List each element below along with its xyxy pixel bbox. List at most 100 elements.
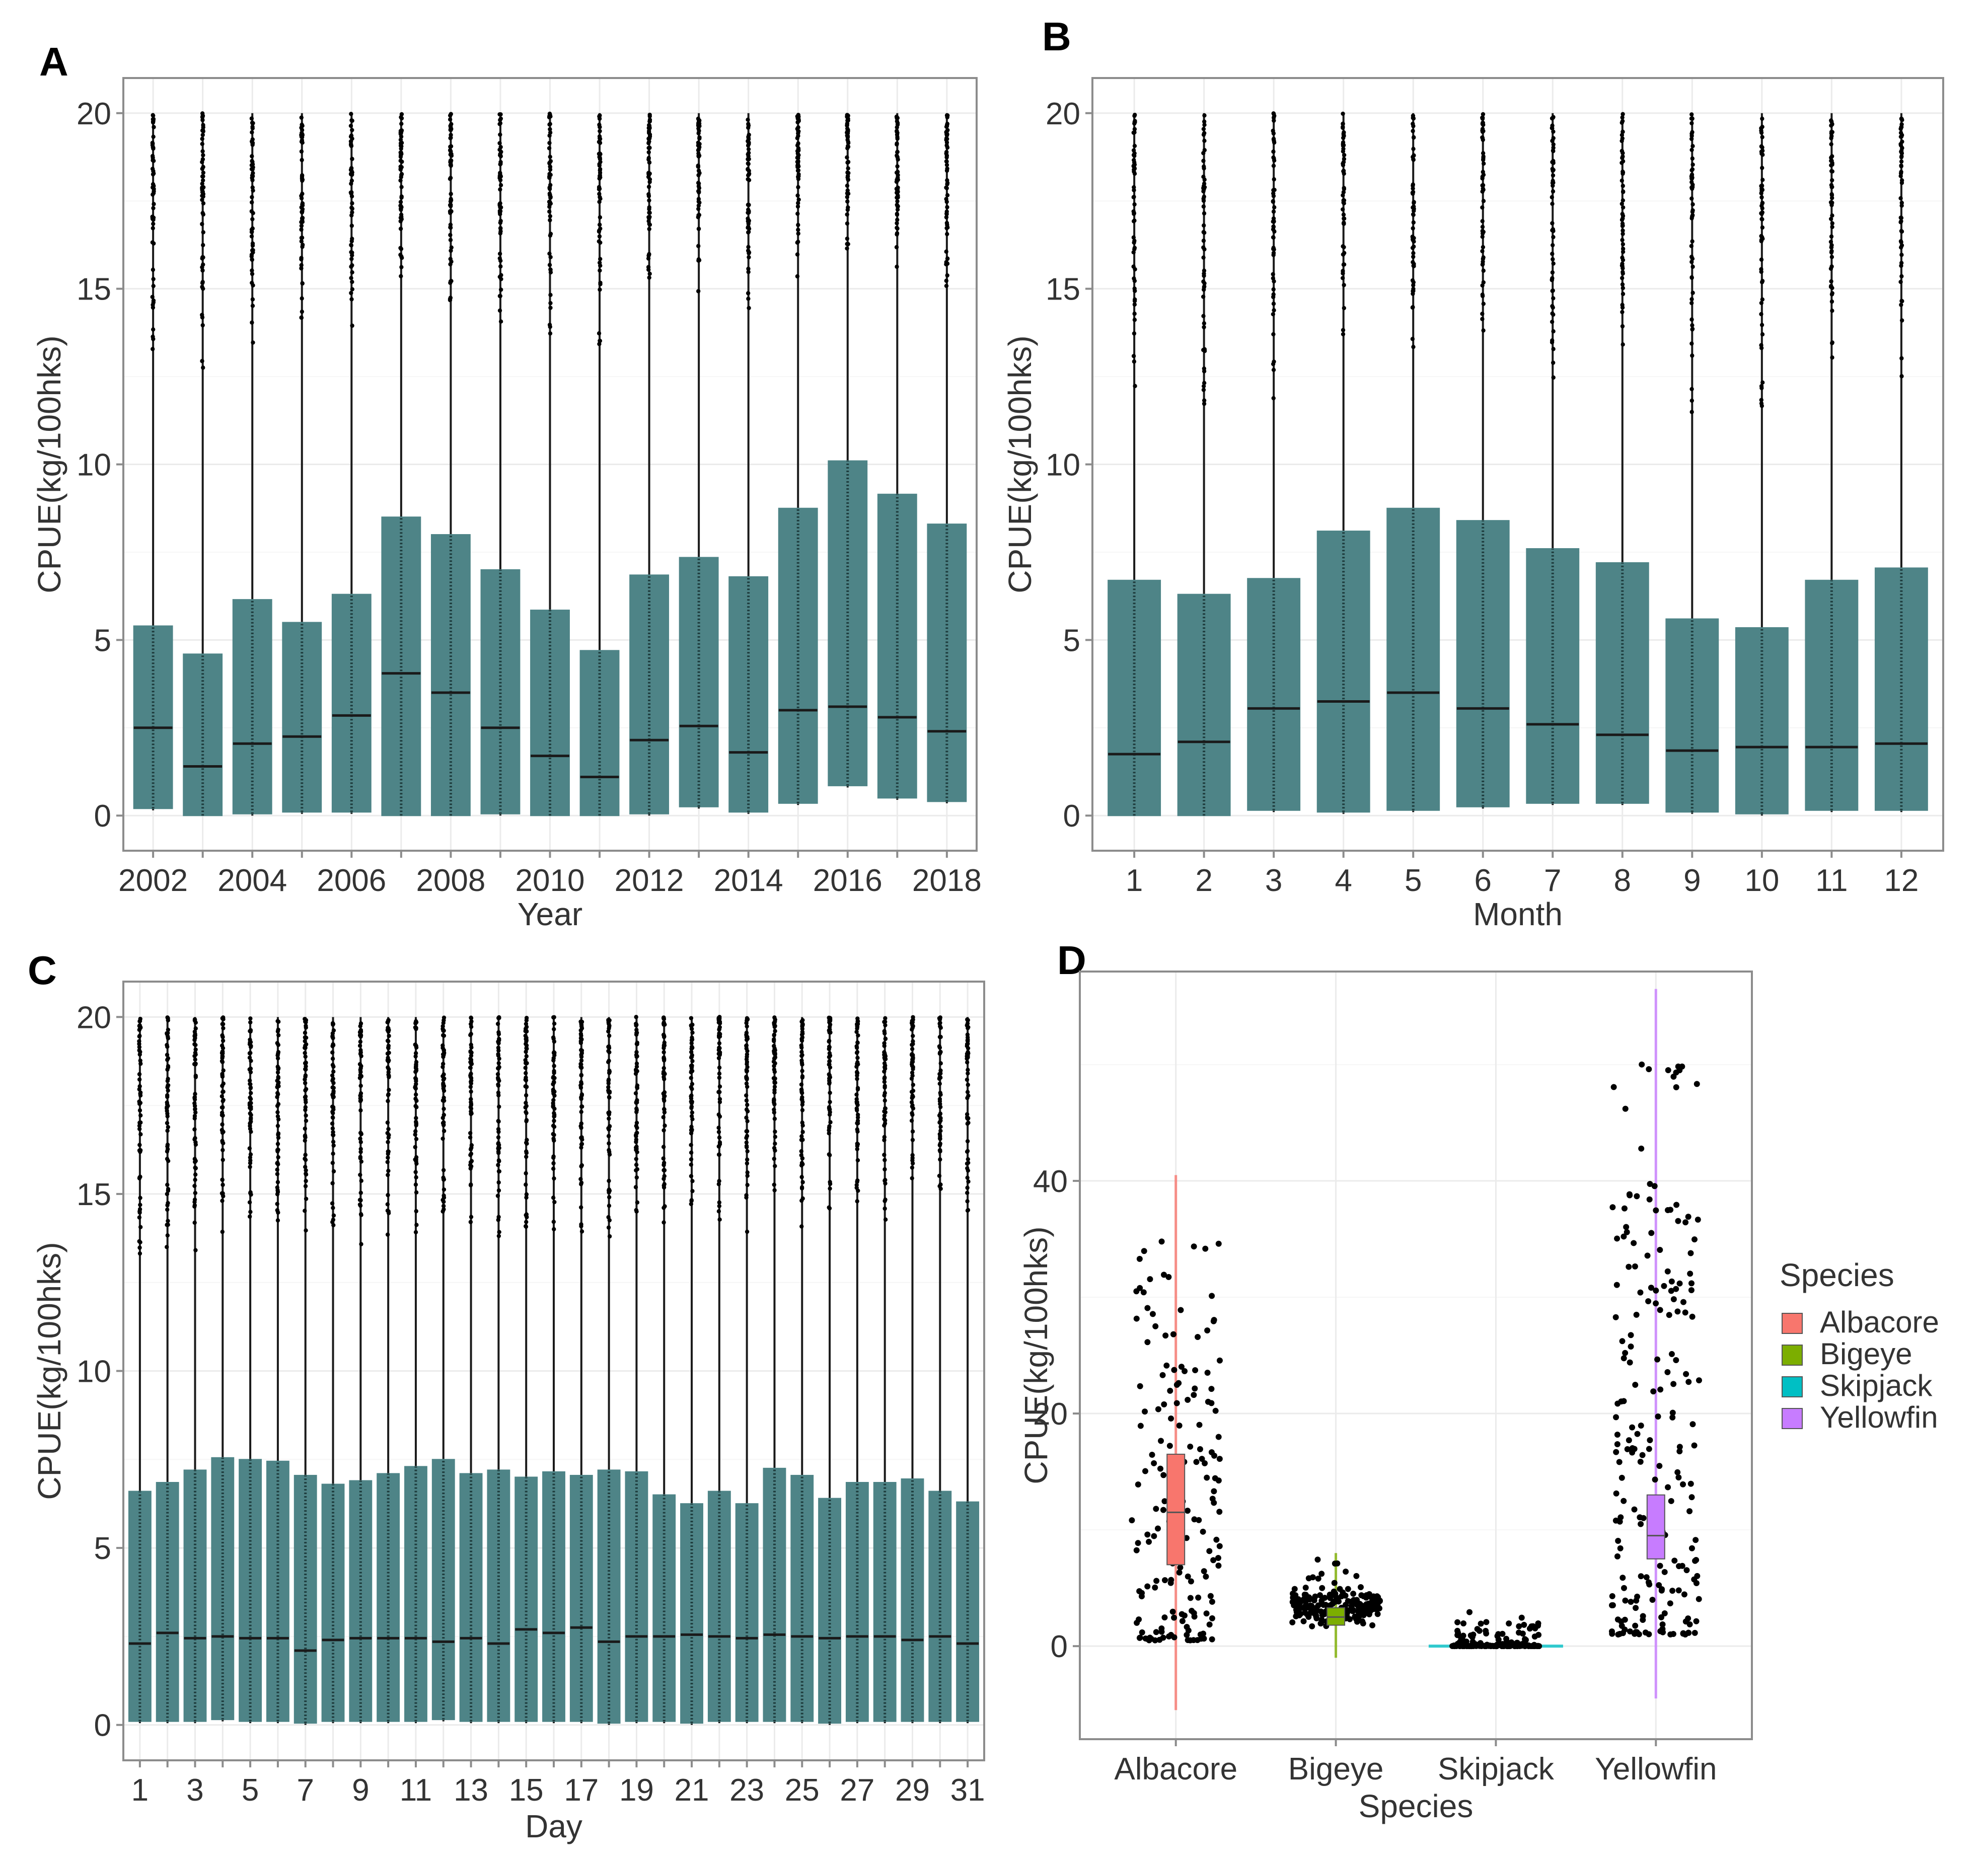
outlier-point [1759, 346, 1764, 350]
outlier-point [303, 1105, 308, 1109]
outlier-point [1828, 266, 1833, 271]
outlier-point [551, 1051, 556, 1055]
outlier-point [772, 1084, 777, 1089]
outlier-point [151, 283, 156, 288]
jitter-point [1202, 1460, 1208, 1466]
outlier-point [414, 1115, 418, 1121]
outlier-point [358, 1052, 363, 1056]
outlier-point [827, 1152, 832, 1157]
outlier-point [496, 1151, 501, 1155]
outlier-point [413, 1066, 418, 1070]
outlier-point [579, 1081, 584, 1086]
outlier-point [275, 1095, 279, 1099]
jitter-point [1351, 1597, 1357, 1603]
outlier-point [330, 1115, 335, 1120]
outlier-point [496, 1119, 500, 1124]
outlier-point [696, 213, 701, 217]
outlier-point [1759, 269, 1763, 274]
outlier-point [1898, 239, 1903, 244]
panel-letter-c: C [28, 948, 57, 993]
x-tick-label: 3 [186, 1773, 203, 1808]
outlier-point [689, 1038, 694, 1043]
y-tick-label: 15 [1046, 272, 1080, 307]
jitter-point [1621, 1498, 1627, 1504]
outlier-point [165, 1043, 169, 1048]
outlier-point [192, 1103, 197, 1108]
outlier-point [1202, 194, 1206, 199]
x-tick-label: 2012 [615, 863, 684, 898]
outlier-point [1411, 212, 1416, 217]
outlier-point [1759, 257, 1764, 262]
outlier-point [1132, 121, 1137, 126]
outlier-point [165, 1114, 170, 1119]
outlier-point [413, 1054, 418, 1059]
outlier-point [606, 1078, 611, 1083]
outlier-point [647, 119, 652, 124]
jitter-point [1627, 1628, 1633, 1634]
outlier-point [193, 1166, 198, 1171]
outlier-point [578, 1064, 583, 1069]
jitter-point [1201, 1568, 1207, 1575]
outlier-point [882, 1091, 887, 1095]
outlier-point [796, 133, 800, 138]
outlier-point [845, 155, 849, 160]
outlier-point [855, 1077, 859, 1081]
outlier-point [247, 1146, 252, 1151]
outlier-point [413, 1132, 417, 1137]
outlier-point [717, 1075, 722, 1080]
outlier-point [1201, 230, 1206, 235]
outlier-point [547, 175, 552, 180]
outlier-point [250, 160, 255, 164]
outlier-point [358, 1034, 363, 1039]
outlier-point [744, 1093, 749, 1098]
outlier-point [303, 1126, 308, 1131]
jitter-point [1610, 1084, 1617, 1090]
outlier-point [845, 130, 849, 135]
outlier-point [598, 287, 602, 292]
jitter-point [1675, 1063, 1681, 1070]
outlier-point [1620, 303, 1625, 307]
outlier-point [350, 270, 354, 275]
outlier-point [579, 1224, 583, 1229]
outlier-point [331, 1069, 336, 1074]
outlier-point [1272, 205, 1277, 210]
jitter-point [1163, 1362, 1170, 1369]
jitter-point [1622, 1597, 1629, 1604]
outlier-point [138, 1061, 143, 1066]
outlier-point [1480, 174, 1485, 179]
jitter-point [1360, 1620, 1366, 1626]
jitter-point [1291, 1586, 1298, 1592]
jitter-point [1211, 1452, 1218, 1459]
outlier-point [579, 1073, 583, 1078]
outlier-point [965, 1185, 970, 1190]
outlier-point [606, 1134, 611, 1139]
outlier-point [646, 267, 651, 272]
y-tick-label: 10 [77, 448, 111, 483]
outlier-point [717, 1026, 722, 1031]
box-iqr [679, 557, 719, 807]
outlier-point [1759, 217, 1764, 221]
outlier-point [855, 1115, 860, 1120]
outlier-point [1411, 186, 1415, 191]
jitter-point [1535, 1631, 1542, 1638]
outlier-point [552, 1079, 556, 1084]
outlier-point [165, 1182, 170, 1187]
jitter-point [1657, 1307, 1663, 1313]
outlier-point [303, 1030, 308, 1035]
outlier-point [1271, 216, 1276, 221]
outlier-point [1271, 272, 1275, 276]
outlier-point [634, 1157, 638, 1161]
outlier-point [883, 1197, 888, 1202]
outlier-point [1899, 253, 1904, 257]
outlier-point [1898, 215, 1903, 220]
outlier-point [1759, 301, 1764, 306]
jitter-point [1206, 1548, 1213, 1554]
outlier-point [1271, 131, 1276, 136]
outlier-point [1411, 135, 1416, 140]
jitter-point [1619, 1338, 1626, 1345]
outlier-point [944, 197, 948, 201]
outlier-point [440, 1209, 445, 1214]
outlier-point [413, 1145, 417, 1149]
outlier-point [894, 179, 899, 184]
